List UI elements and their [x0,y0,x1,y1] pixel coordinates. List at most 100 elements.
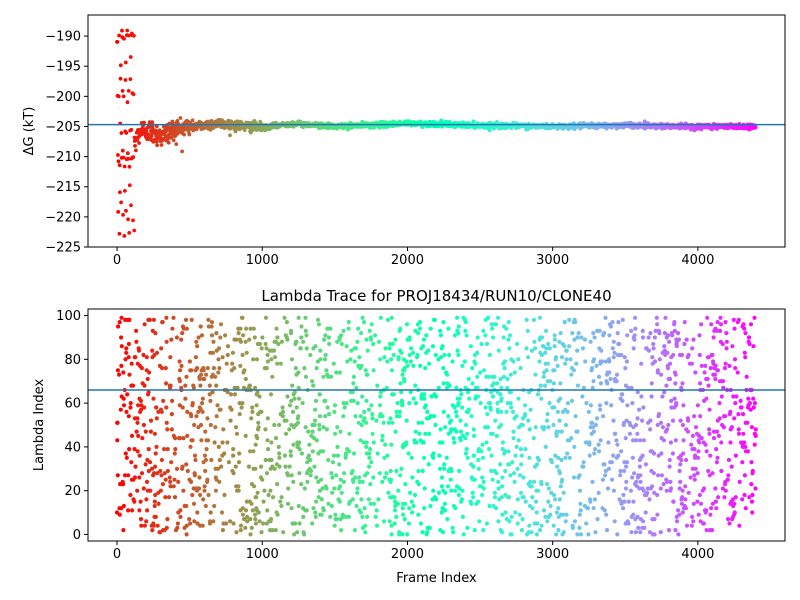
lambda-point [605,381,610,386]
lambda-point [478,370,483,375]
lambda-point [159,346,164,351]
lambda-point [696,512,701,517]
lambda-point [565,409,570,414]
delta-g-point [132,33,136,38]
lambda-point [168,355,173,360]
lambda-point [668,440,674,445]
lambda-point [596,374,602,379]
lambda-point [317,427,322,432]
lambda-point [607,359,612,364]
lambda-point [119,335,124,340]
lambda-point [525,328,530,333]
delta-g-y-ticks: −225−220−215−210−205−200−195−190 [45,30,88,256]
lambda-point [396,488,401,493]
lambda-point [708,453,713,458]
lambda-point [691,337,696,342]
lambda-point [499,385,504,390]
lambda-point [308,352,313,358]
lambda-point [124,409,129,414]
lambda-point [651,451,657,456]
lambda-point [341,479,346,484]
lambda-point [312,464,317,469]
lambda-point [193,355,198,360]
lambda-point [282,315,287,320]
lambda-point [511,429,516,434]
lambda-point [718,322,724,327]
lambda-point [200,523,205,528]
lambda-point [633,422,639,428]
lambda-point [576,331,581,336]
delta-g-y-tick-label: −190 [45,30,81,45]
lambda-point [515,341,520,347]
lambda-point [432,317,437,322]
lambda-point [211,366,216,371]
lambda-point [431,488,436,493]
lambda-point [353,475,358,480]
lambda-point [558,331,563,336]
lambda-point [643,510,648,515]
lambda-point [465,525,470,531]
lambda-point [356,326,361,331]
lambda-point [321,449,326,454]
lambda-point [720,379,726,384]
lambda-point [443,425,448,430]
lambda-point [285,337,290,342]
lambda-point [254,403,259,408]
lambda-point [209,324,214,329]
lambda-point [240,401,245,406]
lambda-point [184,374,189,379]
lambda-point [240,506,245,511]
lambda-point [458,438,463,443]
lambda-point [259,530,264,535]
lambda-point [560,477,565,482]
lambda-point [611,355,616,360]
lambda-point [203,468,208,474]
lambda-point [297,521,302,526]
lambda-point [151,523,156,528]
lambda-point [753,433,758,438]
lambda-point [501,374,506,379]
lambda-point [169,412,174,417]
lambda-point [650,484,655,489]
lambda-point [317,422,322,428]
lambda-point [493,322,498,327]
lambda-point [236,484,241,489]
lambda-point [337,462,342,467]
lambda-point [423,431,428,436]
lambda-point [422,392,427,397]
lambda-point [398,381,403,386]
lambda-point [717,416,722,421]
lambda-point [445,517,450,522]
lambda-point [137,508,142,513]
lambda-point [210,350,216,355]
lambda-point [548,503,553,509]
lambda-point [548,379,553,384]
lambda-point [316,322,322,327]
lambda-point [255,436,260,441]
lambda-point [385,359,390,364]
lambda-point [285,473,291,478]
lambda-point [616,320,621,325]
lambda-point [516,357,521,362]
lambda-point [445,372,450,377]
lambda-point [314,366,319,371]
lambda-point [706,468,711,474]
lambda-point [420,344,426,349]
lambda-point [142,523,147,528]
lambda-point [327,341,332,347]
lambda-point [323,352,328,358]
lambda-point [133,464,138,469]
lambda-point [752,315,757,320]
lambda-point [130,383,136,388]
lambda-point [231,447,236,452]
lambda-point [255,390,260,395]
lambda-point [555,464,560,469]
lambda-point [673,438,678,443]
lambda-point [316,479,321,484]
lambda-point [627,431,633,436]
lambda-point [597,449,602,454]
lambda-point [149,466,155,471]
lambda-point [165,427,170,432]
lambda-point [406,521,411,526]
lambda-point [272,355,278,360]
